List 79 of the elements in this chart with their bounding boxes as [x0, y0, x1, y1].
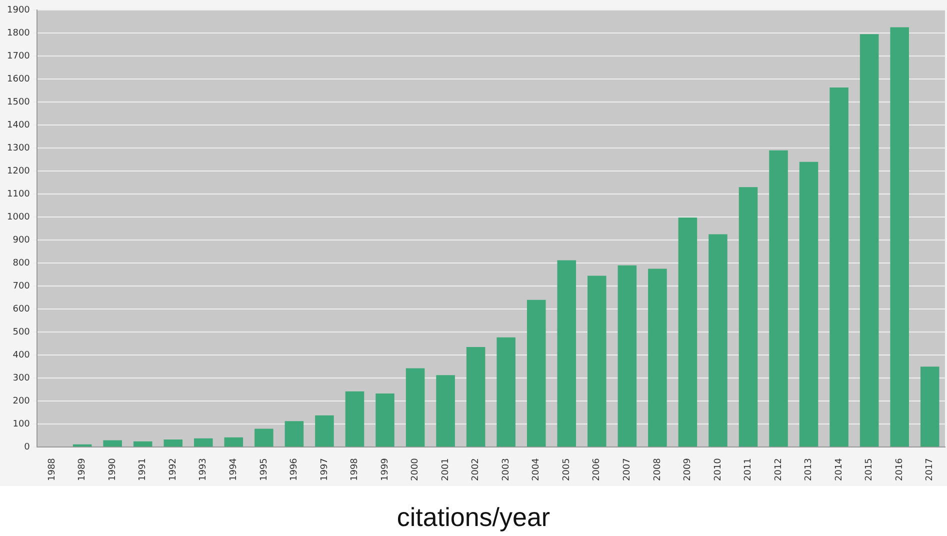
bar [103, 440, 122, 447]
bar [164, 440, 183, 447]
bar [738, 187, 758, 447]
bar [799, 162, 818, 447]
x-tick-label: 1997 [320, 458, 330, 481]
x-tick-label: 1990 [108, 458, 118, 481]
x-tick-label: 1994 [229, 458, 239, 481]
y-tick-label: 700 [12, 281, 30, 292]
bar [588, 276, 606, 447]
x-tick-label: 2010 [713, 458, 724, 481]
x-tick-label: 2003 [501, 458, 512, 481]
x-tick-label: 1995 [259, 458, 270, 481]
bar [678, 218, 698, 447]
bar [194, 438, 213, 447]
y-tick-label: 800 [12, 258, 30, 268]
y-tick-label: 200 [12, 396, 30, 406]
y-tick-label: 1800 [7, 28, 30, 38]
x-tick-label: 2007 [622, 458, 633, 481]
x-tick-label: 1991 [138, 458, 148, 481]
bar [133, 441, 152, 447]
bar [890, 27, 909, 447]
y-tick-label: 600 [12, 304, 30, 314]
y-tick-label: 1500 [7, 97, 30, 108]
x-tick-label: 2016 [894, 458, 905, 481]
bar [284, 421, 304, 447]
x-tick-label: 2017 [925, 458, 936, 481]
x-tick-label: 2013 [804, 458, 814, 481]
x-tick-label: 1993 [198, 458, 209, 481]
bar [830, 88, 848, 447]
bar [436, 375, 455, 447]
bar [860, 34, 879, 447]
y-tick-label: 300 [12, 373, 30, 384]
y-tick-label: 1600 [7, 74, 30, 84]
x-tick-label: 1992 [168, 458, 178, 481]
bar [557, 260, 576, 447]
y-tick-label: 100 [12, 419, 30, 430]
bar [769, 150, 788, 447]
bar [406, 368, 425, 447]
y-tick-label: 900 [12, 235, 30, 246]
x-tick-label: 2004 [532, 458, 542, 481]
x-tick-label: 1989 [78, 458, 88, 481]
x-tick-label: 2015 [864, 458, 875, 481]
x-tick-label: 1988 [47, 458, 58, 481]
bar [345, 391, 364, 447]
y-tick-label: 500 [12, 327, 30, 338]
bar [466, 347, 486, 447]
bar [315, 415, 334, 447]
x-tick-label: 2000 [410, 458, 421, 481]
y-tick-label: 1200 [7, 166, 30, 176]
y-tick-label: 1000 [7, 212, 30, 222]
bar [526, 300, 546, 447]
bar [496, 337, 516, 447]
x-tick-label: 2014 [834, 458, 844, 481]
bar [376, 393, 394, 447]
y-tick-label: 0 [24, 442, 30, 452]
bar [224, 437, 244, 447]
bar [708, 234, 728, 447]
x-tick-label: 2012 [774, 458, 784, 481]
x-tick-label: 1998 [350, 458, 360, 481]
x-tick-label: 2008 [652, 458, 663, 481]
bar [254, 428, 274, 447]
y-tick-label: 1900 [7, 5, 30, 16]
x-tick-label: 2001 [440, 458, 451, 481]
x-axis-title: citations/year [396, 502, 552, 533]
x-tick-label: 2011 [744, 458, 754, 481]
bar [648, 268, 667, 447]
x-tick-label: 1996 [290, 458, 300, 481]
y-tick-label: 1300 [7, 143, 30, 154]
x-tick-label: 2006 [592, 458, 602, 481]
y-tick-label: 400 [12, 350, 30, 360]
bar [920, 366, 940, 447]
y-tick-label: 1700 [7, 51, 30, 62]
y-tick-label: 1100 [7, 189, 30, 200]
y-tick-label: 1400 [7, 120, 30, 130]
x-tick-label: 2009 [683, 458, 694, 481]
bar [618, 265, 637, 447]
x-tick-label: 2005 [562, 458, 572, 481]
x-tick-label: 1999 [380, 458, 390, 481]
x-tick-label: 2002 [471, 458, 482, 481]
